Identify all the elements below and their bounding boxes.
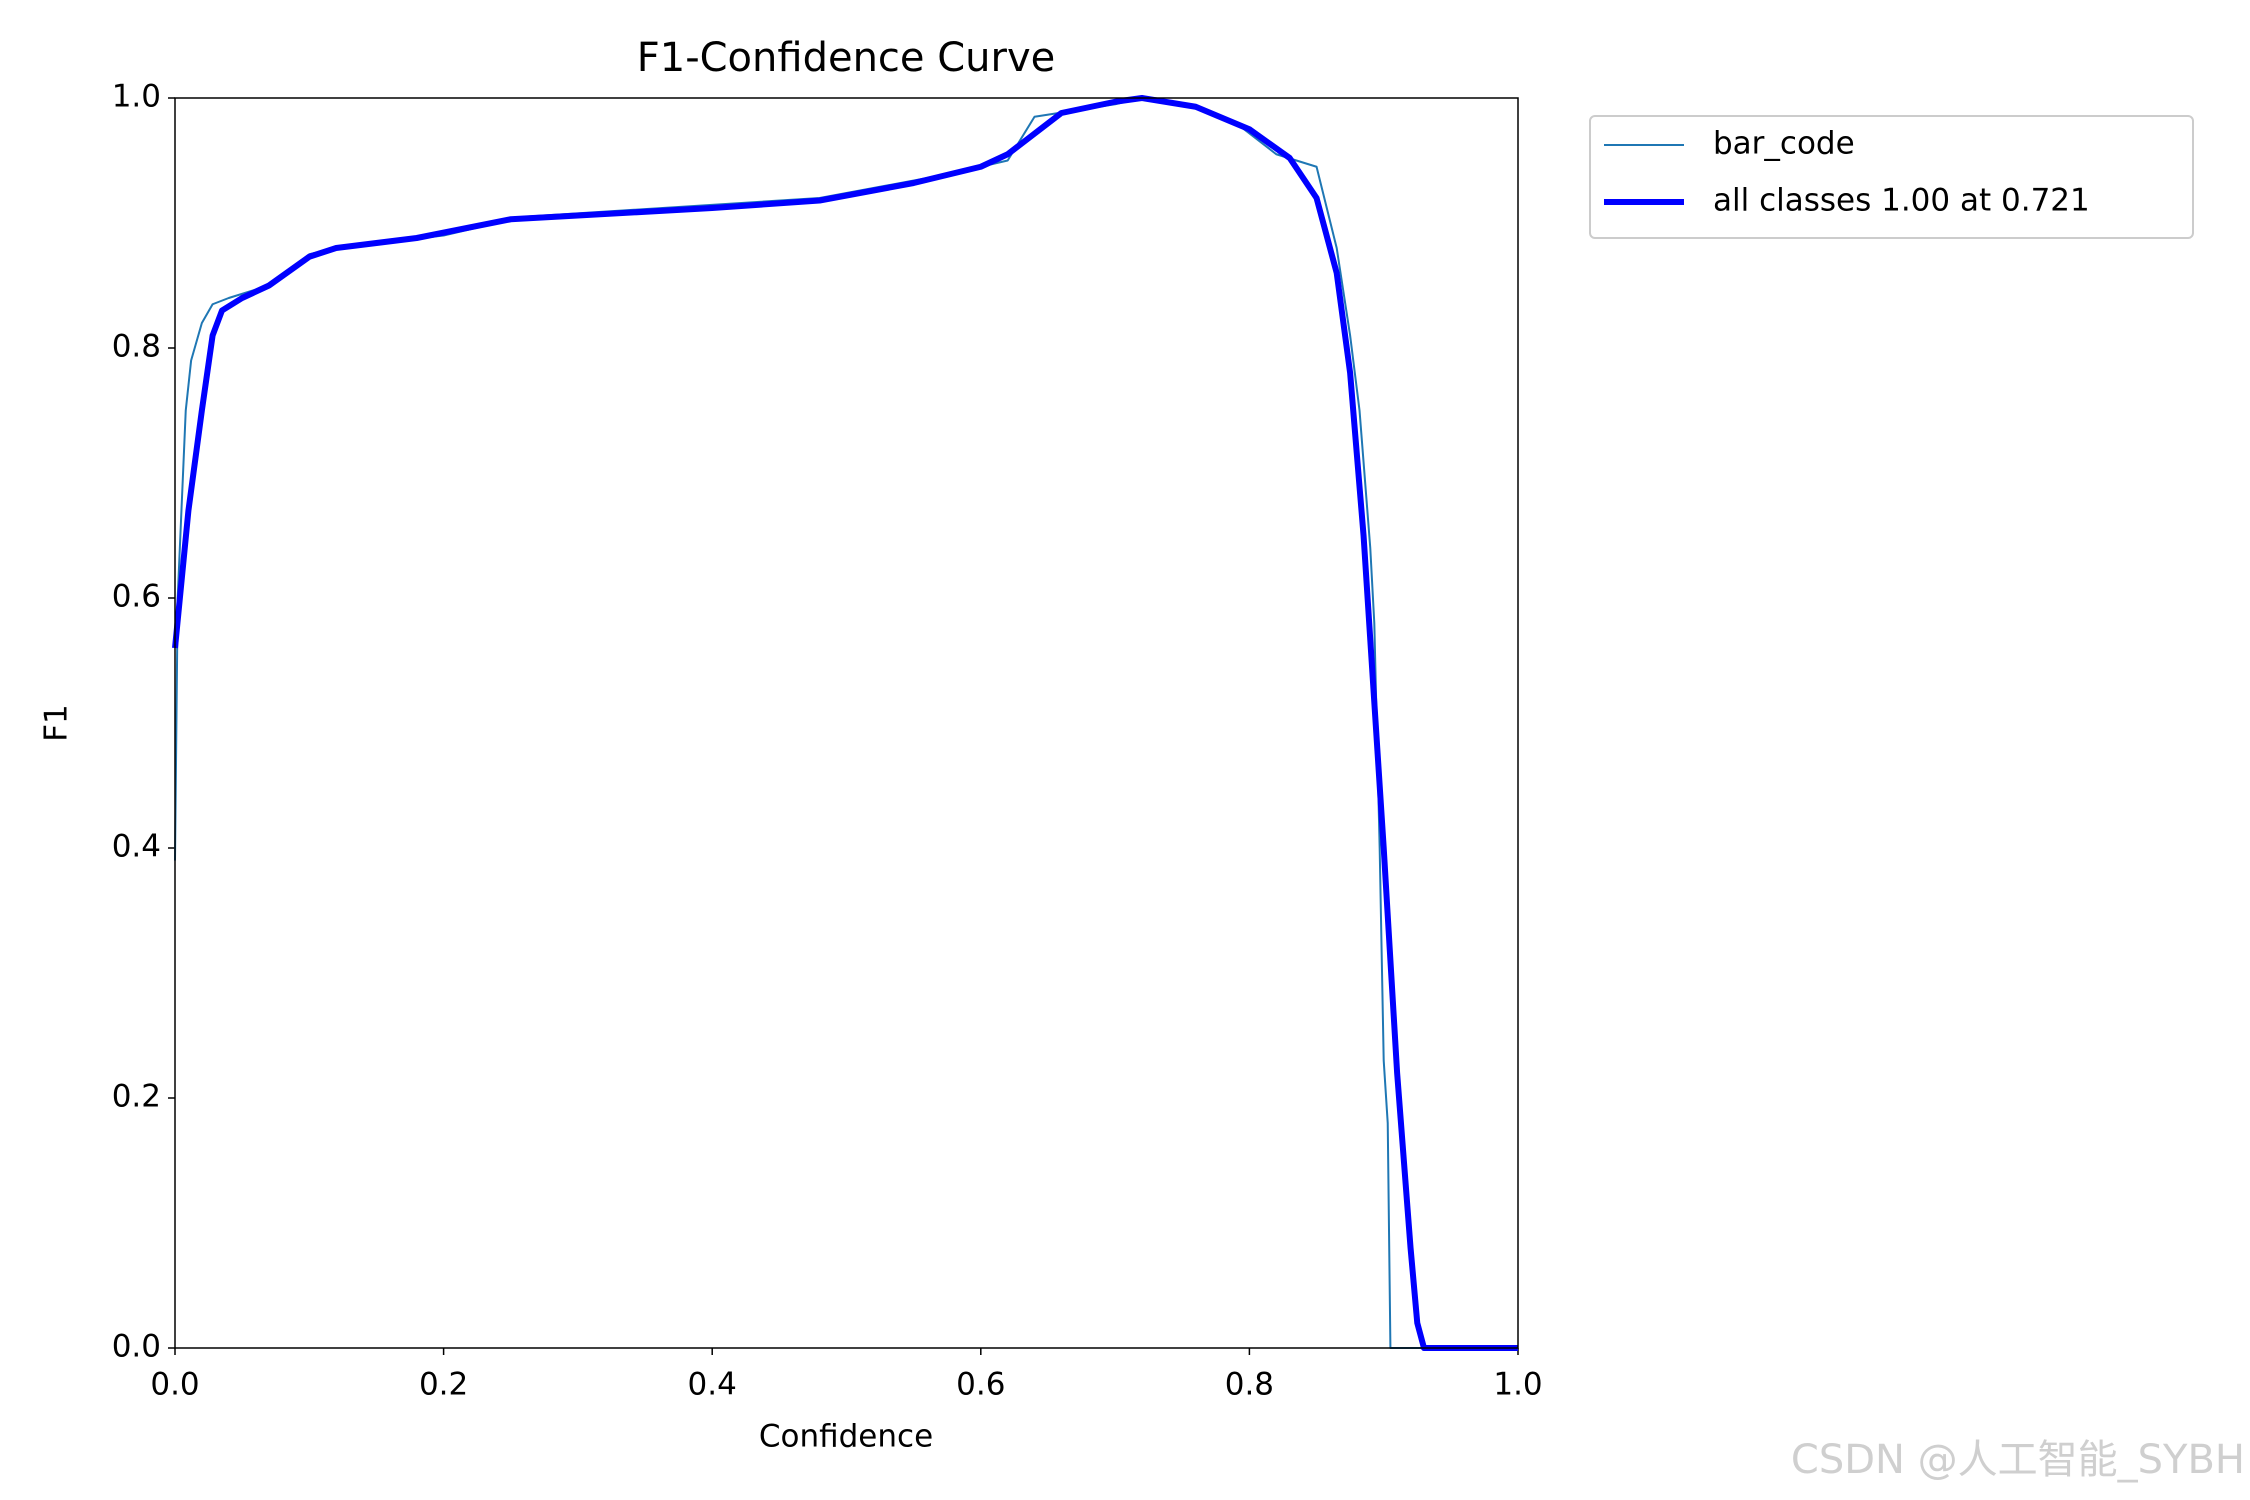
x-tick-label: 0.2 — [419, 1367, 468, 1403]
plot-frame — [174, 97, 1519, 1349]
legend-box — [1589, 115, 2194, 239]
x-tick-label: 0.8 — [1225, 1367, 1274, 1403]
y-tick-label: 0.6 — [112, 579, 161, 615]
y-tick-label: 0.0 — [112, 1329, 161, 1365]
chart-title: F1-Confidence Curve — [637, 35, 1056, 81]
x-tick-label: 0.4 — [688, 1367, 737, 1403]
x-axis-label: Confidence — [759, 1419, 933, 1455]
watermark: CSDN @人工智能_SYBH — [1791, 1437, 2245, 1483]
y-tick-label: 0.8 — [112, 329, 161, 365]
y-tick-label: 1.0 — [112, 79, 161, 115]
y-tick-label: 0.4 — [112, 829, 161, 865]
y-axis-label: F1 — [39, 704, 75, 742]
x-tick-label: 0.6 — [956, 1367, 1005, 1403]
legend-label: bar_code — [1713, 126, 1855, 162]
line-series — [172, 95, 1518, 1351]
y-tick-label: 0.2 — [112, 1079, 161, 1115]
x-tick-label: 0.0 — [150, 1367, 199, 1403]
x-tick-label: 1.0 — [1493, 1367, 1542, 1403]
legend-label: all classes 1.00 at 0.721 — [1713, 183, 2090, 219]
